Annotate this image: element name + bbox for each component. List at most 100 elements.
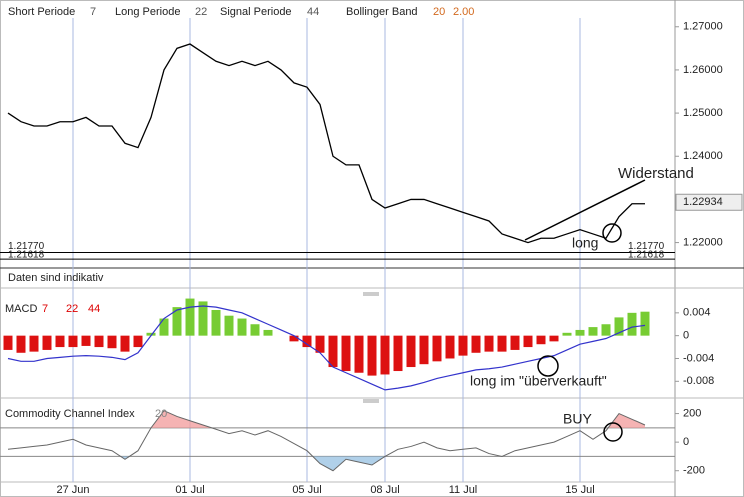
marker-circle <box>603 422 623 442</box>
histogram-bar <box>198 301 208 336</box>
legend-label: Long Periode <box>115 6 180 18</box>
x-tick-label: 05 Jul <box>292 484 321 496</box>
x-tick-label: 15 Jul <box>565 484 594 496</box>
histogram-bar <box>224 315 234 336</box>
histogram-bar <box>185 298 195 336</box>
histogram-bar <box>458 335 468 356</box>
histogram-bar <box>536 335 546 345</box>
y-tick-label: -0.004 <box>683 352 714 364</box>
histogram-bar <box>289 335 299 342</box>
reference-label: 1.21618 <box>8 250 45 261</box>
histogram-bar <box>354 335 364 373</box>
histogram-bar <box>133 335 143 348</box>
annotation: long <box>572 235 598 251</box>
reference-label: 1.21618 <box>628 250 665 261</box>
panel-title: Commodity Channel Index <box>5 408 135 420</box>
panel-param: 44 <box>88 303 100 315</box>
panel-title: MACD <box>5 303 37 315</box>
y-tick-label: 1.24000 <box>683 150 723 162</box>
y-tick-label: 1.22000 <box>683 236 723 248</box>
legend-label: Bollinger Band <box>346 6 418 18</box>
histogram-bar <box>146 332 156 336</box>
splitter-grip[interactable] <box>363 292 379 296</box>
last-value-box <box>675 193 743 211</box>
histogram-bar <box>471 335 481 353</box>
histogram-bar <box>120 335 130 352</box>
cci-area-high <box>150 410 645 428</box>
histogram-bar <box>549 335 559 342</box>
histogram-bar <box>640 311 650 336</box>
cci-line <box>7 410 646 472</box>
legend-value: 20 <box>433 6 445 18</box>
histogram-bar <box>510 335 520 350</box>
annotation: BUY <box>563 411 592 427</box>
histogram-bar <box>237 318 247 336</box>
histogram-bar <box>562 332 572 336</box>
histogram-bar <box>211 309 221 336</box>
histogram-bar <box>575 329 585 336</box>
splitter-grip[interactable] <box>363 399 379 403</box>
histogram-bar <box>315 335 325 353</box>
macd-line <box>7 305 646 391</box>
marker-circle <box>537 355 559 377</box>
x-tick-label: 27 Jun <box>56 484 89 496</box>
histogram-bar <box>263 329 273 336</box>
legend-value: 2.00 <box>453 6 474 18</box>
y-tick-label: -0.008 <box>683 375 714 387</box>
legend-value: 22 <box>195 6 207 18</box>
y-tick-label: -200 <box>683 465 705 477</box>
y-tick-label: 1.27000 <box>683 21 723 33</box>
histogram-bar <box>94 335 104 348</box>
x-tick-label: 08 Jul <box>370 484 399 496</box>
histogram-bar <box>68 335 78 348</box>
panel-param: 7 <box>42 303 48 315</box>
histogram-bar <box>29 335 39 352</box>
last-value-label: 1.22934 <box>683 196 723 208</box>
y-tick-label: 0 <box>683 436 689 448</box>
histogram-bar <box>367 335 377 376</box>
grid <box>0 18 679 482</box>
y-tick-label: 1.26000 <box>683 64 723 76</box>
marks <box>3 43 743 472</box>
histogram-bar <box>614 317 624 336</box>
histogram-bar <box>484 335 494 352</box>
y-tick-label: 0.004 <box>683 307 711 319</box>
y-tick-label: 1.25000 <box>683 107 723 119</box>
histogram-bar <box>588 327 598 336</box>
marker-circle <box>602 223 622 243</box>
histogram-bar <box>419 335 429 365</box>
histogram-bar <box>406 335 416 368</box>
legend-label: Signal Periode <box>220 6 292 18</box>
reference-label: 1.21770 <box>628 241 665 252</box>
histogram-bar <box>497 335 507 352</box>
histogram-bar <box>601 324 611 336</box>
histogram-bar <box>159 318 169 336</box>
price-line <box>7 43 645 244</box>
trend-line <box>524 179 646 241</box>
histogram-bar <box>341 335 351 372</box>
histogram-bar <box>42 335 52 350</box>
x-tick-label: 11 Jul <box>449 484 478 496</box>
reference-label: 1.21770 <box>8 241 45 252</box>
panel-param: 20 <box>155 408 167 420</box>
annotation: long im "überverkauft" <box>470 373 607 389</box>
histogram-bar <box>432 335 442 362</box>
note: Daten sind indikativ <box>8 272 104 284</box>
histogram-bar <box>250 324 260 336</box>
histogram-bar <box>302 335 312 348</box>
y-tick-label: 200 <box>683 407 701 419</box>
panel-param: 22 <box>66 303 78 315</box>
histogram-bar <box>3 335 13 350</box>
histogram-bar <box>393 335 403 372</box>
annotation: Widerstand <box>618 165 694 182</box>
histogram-bar <box>16 335 26 353</box>
histogram-bar <box>328 335 338 368</box>
y-tick-label: 0 <box>683 330 689 342</box>
x-tick-label: 01 Jul <box>175 484 204 496</box>
histogram-bar <box>81 335 91 346</box>
histogram-bar <box>380 335 390 375</box>
histogram-bar <box>107 335 117 349</box>
legend-value: 7 <box>90 6 96 18</box>
